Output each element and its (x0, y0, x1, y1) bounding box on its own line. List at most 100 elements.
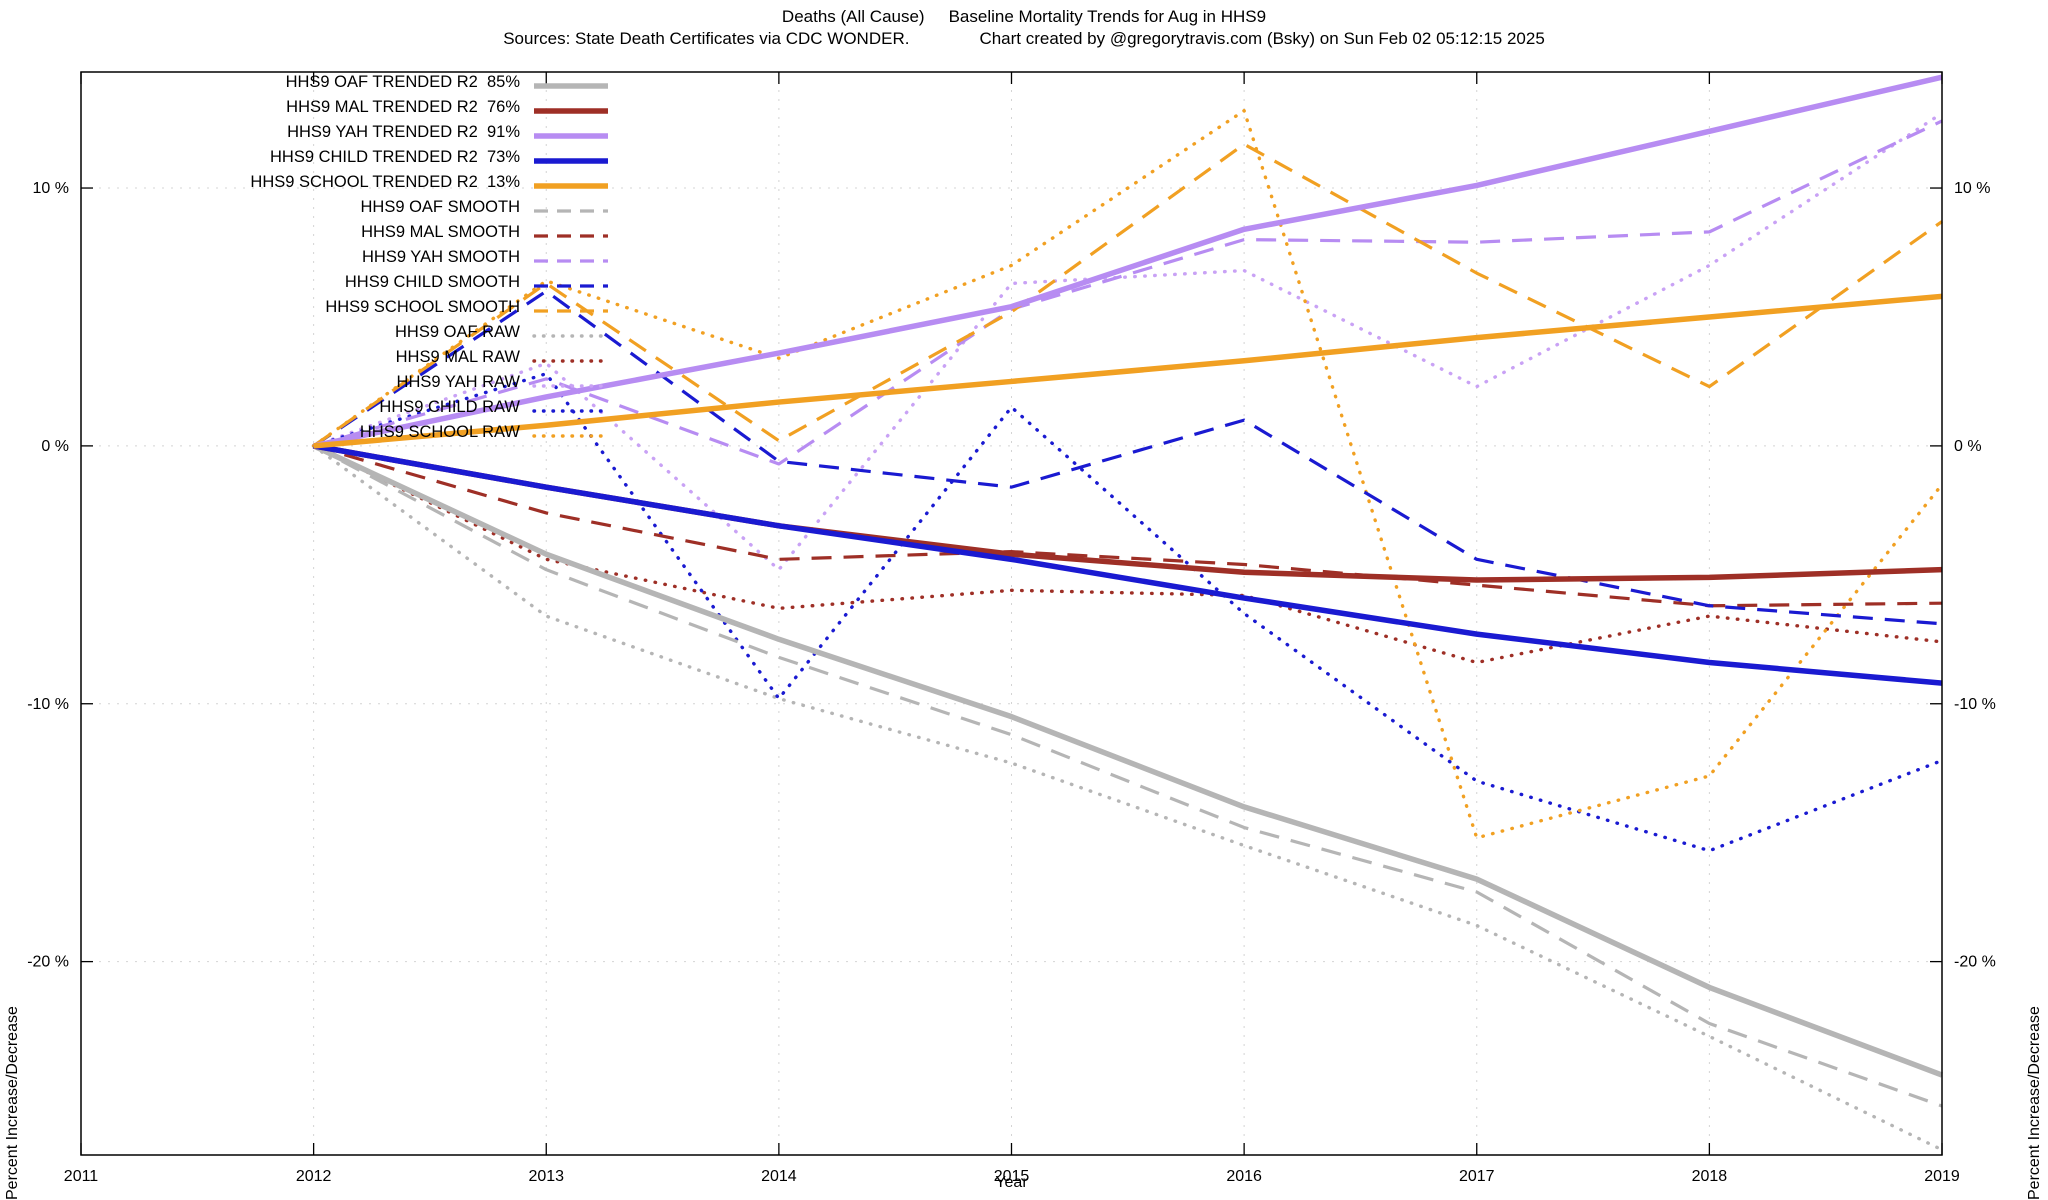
legend-label: HHS9 CHILD RAW (379, 398, 520, 416)
legend-sample-canvas (532, 433, 610, 438)
y-axis-label-right: Percent Increase/Decrease (2026, 1006, 2043, 1200)
x-tick-label: 2016 (1226, 1168, 1262, 1185)
chart-title-right: Baseline Mortality Trends for Aug in HHS… (948, 7, 1267, 26)
legend-sample-line (532, 203, 610, 213)
x-tick-label: 2014 (761, 1168, 797, 1185)
series-line (311, 444, 1944, 1152)
legend-sample-line (532, 378, 610, 388)
legend-sample-line (532, 403, 610, 413)
legend-item: HHS9 YAH SMOOTH (0, 245, 610, 270)
x-axis-label: Year (995, 1174, 1028, 1191)
legend-sample-canvas (532, 383, 610, 388)
legend-label: HHS9 MAL RAW (395, 348, 520, 366)
legend-sample-canvas (532, 333, 610, 338)
legend-label: HHS9 SCHOOL RAW (359, 423, 520, 441)
x-tick-label: 2011 (64, 1168, 99, 1185)
legend-sample-line (532, 128, 610, 139)
x-tick-label: 2018 (1692, 1168, 1728, 1185)
legend-label: HHS9 OAF TRENDED R2 85% (285, 73, 520, 91)
chart-subtitle: Sources: State Death Certificates via CD… (0, 28, 2048, 50)
x-tick-label: 2017 (1459, 1168, 1495, 1185)
legend-item: HHS9 SCHOOL RAW (0, 420, 610, 445)
series-line (313, 443, 1943, 686)
series-line (313, 293, 1943, 449)
legend-item: HHS9 YAH RAW (0, 370, 610, 395)
y-tick-label-left: 0 % (41, 438, 69, 455)
legend-sample-canvas (534, 233, 608, 238)
series-line (313, 444, 1943, 608)
legend-sample-line (532, 153, 610, 164)
legend-item: HHS9 MAL SMOOTH (0, 220, 610, 245)
legend-label: HHS9 SCHOOL TRENDED R2 13% (250, 173, 520, 191)
legend-sample-line (532, 328, 610, 338)
y-axis-label-left: Percent Increase/Decrease (4, 1006, 21, 1200)
legend-sample-canvas (534, 157, 608, 164)
legend-sample-canvas (534, 308, 608, 313)
legend-sample-canvas (532, 358, 610, 363)
legend-item: HHS9 MAL RAW (0, 345, 610, 370)
y-tick-label-right: -20 % (1954, 954, 1996, 971)
legend-item: HHS9 MAL TRENDED R2 76% (0, 95, 610, 120)
chart-legend: HHS9 OAF TRENDED R2 85% HHS9 MAL TRENDED … (0, 70, 610, 445)
legend-label: HHS9 OAF RAW (395, 323, 520, 341)
legend-sample-line (532, 253, 610, 263)
legend-sample-line (532, 103, 610, 114)
legend-label: HHS9 MAL TRENDED R2 76% (286, 98, 520, 116)
series-line (311, 108, 1944, 840)
x-tick-label: 2013 (528, 1168, 564, 1185)
y-tick-label-right: 0 % (1954, 438, 1982, 455)
legend-sample-line (532, 178, 610, 189)
x-tick-label: 2019 (1924, 1168, 1960, 1185)
series-line (311, 444, 1944, 665)
legend-sample-canvas (534, 283, 608, 288)
legend-sample-line (532, 353, 610, 363)
legend-sample-canvas (534, 258, 608, 263)
legend-sample-line (532, 303, 610, 313)
y-tick-label-right: -10 % (1954, 696, 1996, 713)
series-line (312, 444, 1943, 1108)
legend-item: HHS9 SCHOOL TRENDED R2 13% (0, 170, 610, 195)
y-tick-label-left: -10 % (27, 696, 69, 713)
legend-item: HHS9 OAF SMOOTH (0, 195, 610, 220)
legend-sample-line (532, 228, 610, 238)
legend-sample-canvas (532, 408, 610, 413)
legend-item: HHS9 CHILD TRENDED R2 73% (0, 145, 610, 170)
legend-label: HHS9 YAH SMOOTH (362, 248, 520, 266)
chart-credit-note: Chart created by @gregorytravis.com (Bsk… (979, 29, 1545, 48)
legend-item: HHS9 YAH TRENDED R2 91% (0, 120, 610, 145)
series-line (311, 371, 1944, 853)
series-line (312, 289, 1943, 626)
x-tick-label: 2012 (296, 1168, 332, 1185)
y-tick-label-left: -20 % (27, 954, 69, 971)
legend-sample-canvas (534, 107, 608, 114)
legend-item: HHS9 CHILD SMOOTH (0, 270, 610, 295)
series-line (311, 111, 1944, 572)
legend-label: HHS9 CHILD TRENDED R2 73% (269, 148, 520, 166)
x-tick-label: 2015 (994, 1168, 1030, 1185)
legend-item: HHS9 OAF RAW (0, 320, 610, 345)
legend-sample-canvas (534, 182, 608, 189)
legend-label: HHS9 SCHOOL SMOOTH (325, 298, 520, 316)
legend-sample-canvas (534, 208, 608, 213)
y-tick-label-left: 10 % (33, 180, 69, 197)
legend-label: HHS9 CHILD SMOOTH (344, 273, 520, 291)
legend-item: HHS9 OAF TRENDED R2 85% (0, 70, 610, 95)
legend-sample-line (532, 278, 610, 288)
legend-label: HHS9 YAH RAW (396, 373, 520, 391)
legend-label: HHS9 YAH TRENDED R2 91% (287, 123, 520, 141)
legend-sample-line (532, 428, 610, 438)
legend-sample-canvas (534, 82, 608, 89)
chart-source-note: Sources: State Death Certificates via CD… (503, 29, 910, 48)
legend-sample-canvas (534, 132, 608, 139)
legend-label: HHS9 MAL SMOOTH (361, 223, 520, 241)
series-line (312, 443, 1943, 1078)
chart-titles: Deaths (All Cause) Baseline Mortality Tr… (0, 6, 2048, 50)
legend-item: HHS9 CHILD RAW (0, 395, 610, 420)
legend-item: HHS9 SCHOOL SMOOTH (0, 295, 610, 320)
y-tick-label-right: 10 % (1954, 180, 1990, 197)
legend-label: HHS9 OAF SMOOTH (360, 198, 520, 216)
series-line (313, 74, 1943, 449)
legend-sample-line (532, 78, 610, 89)
